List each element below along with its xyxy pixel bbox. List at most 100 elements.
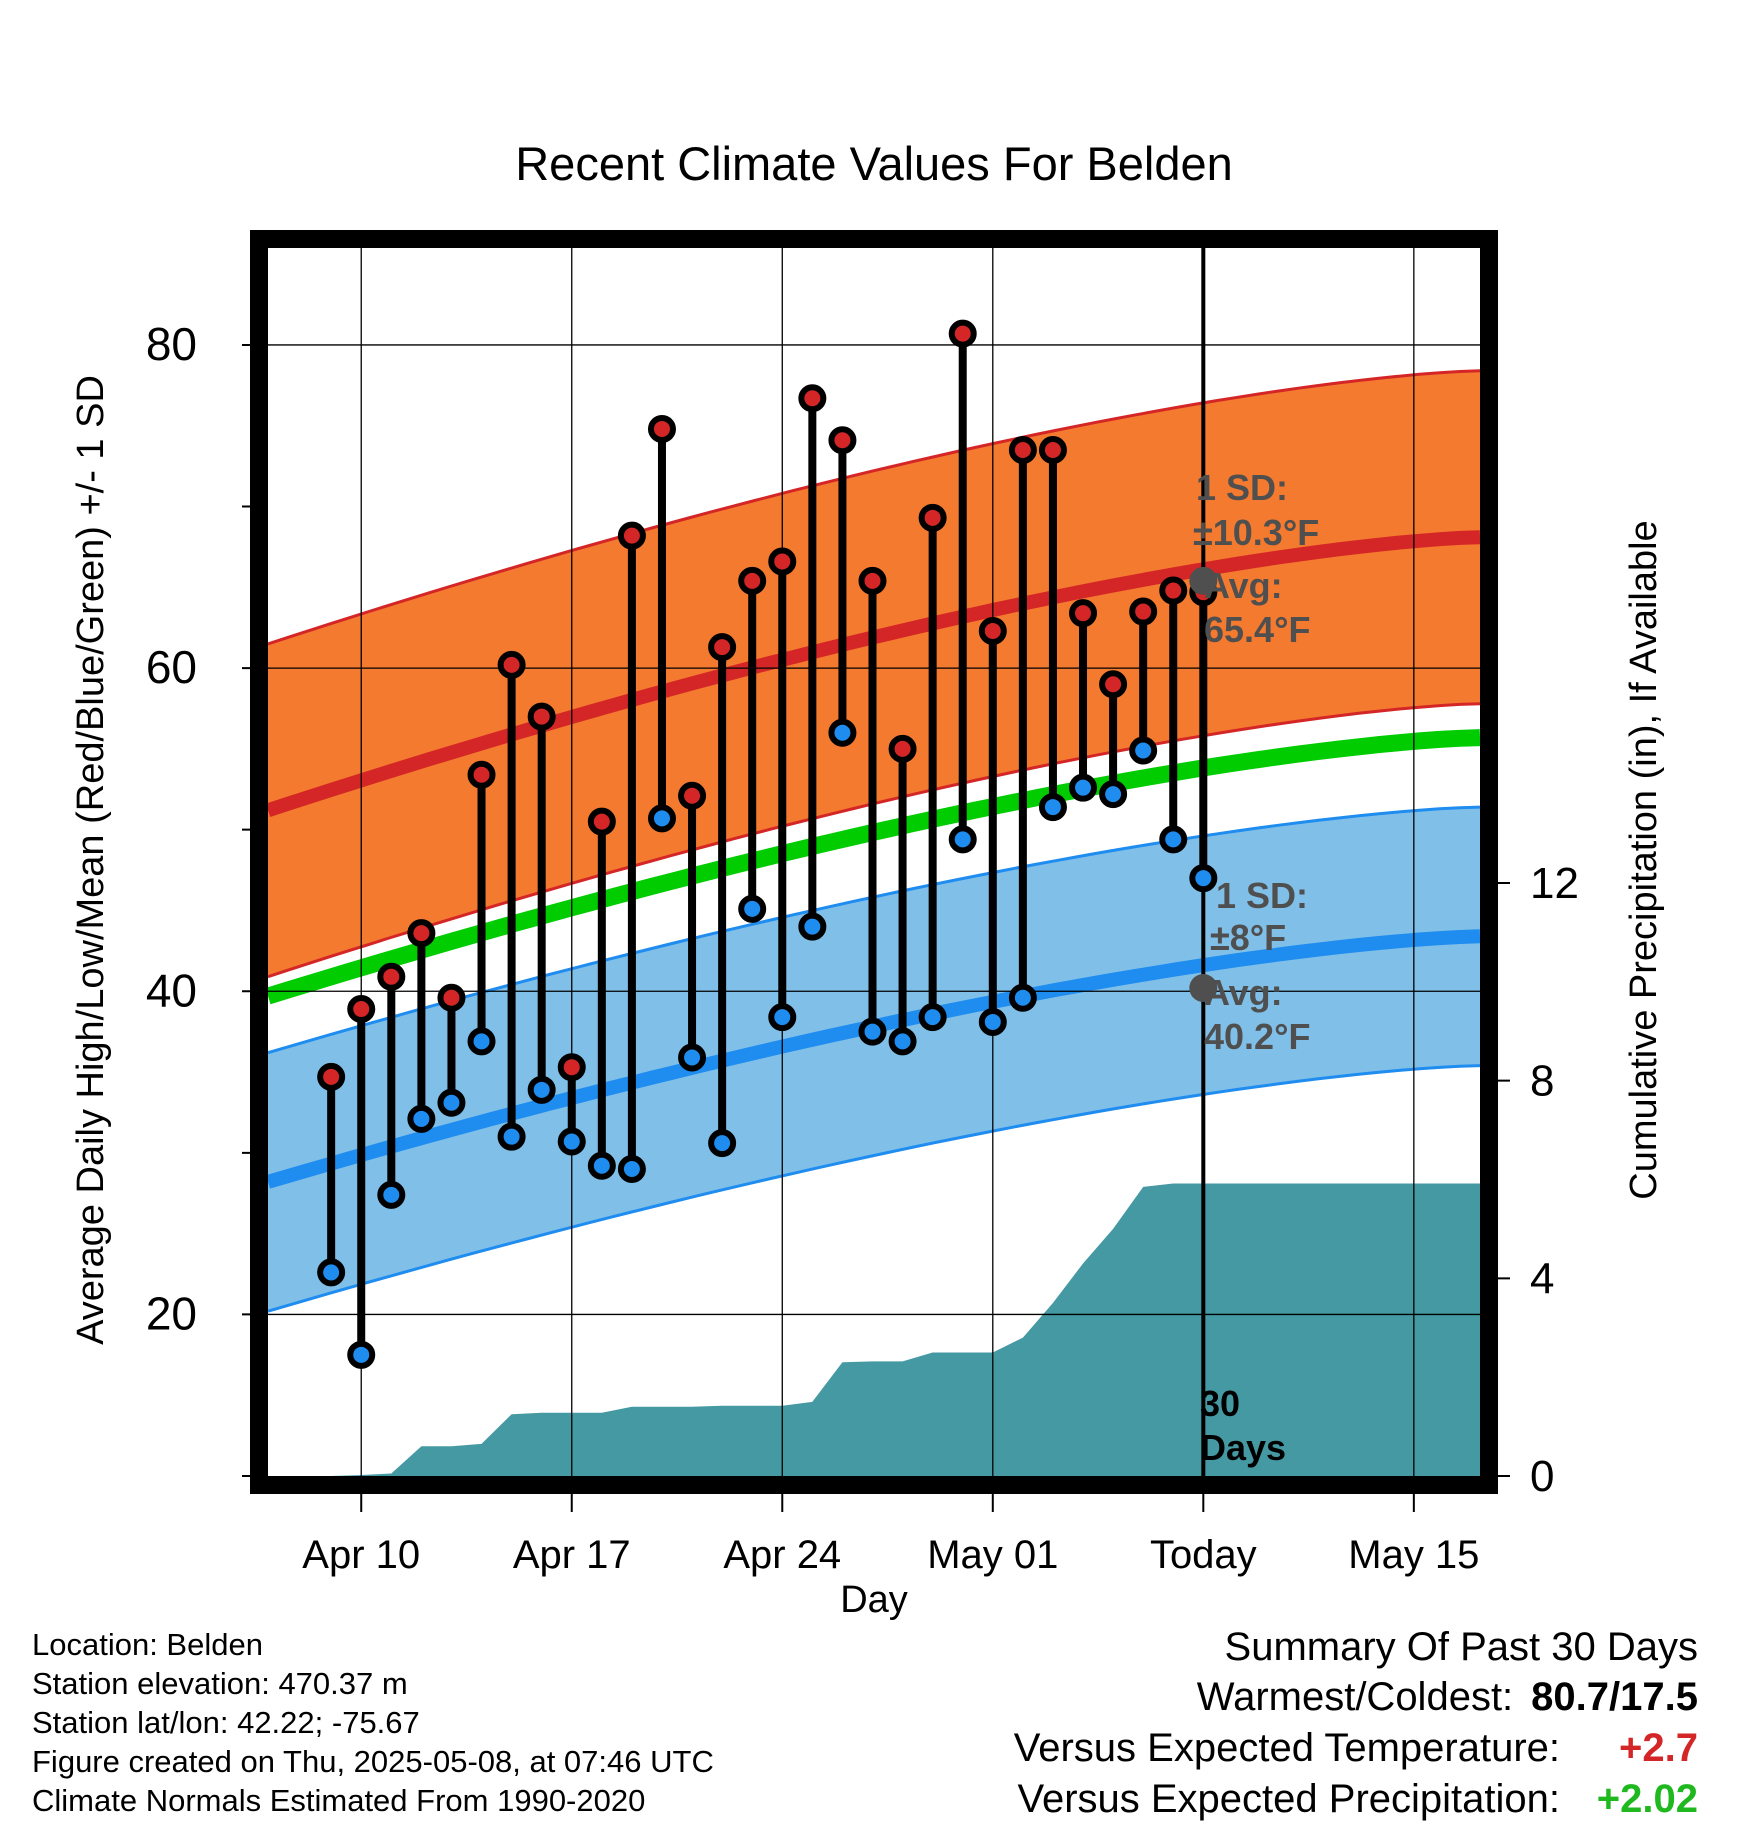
low-sd-label: 1 SD: (1216, 875, 1308, 916)
high-dot (798, 384, 827, 413)
precipitation-fill (268, 1183, 1480, 1476)
low-dot (708, 1129, 737, 1158)
x-tick-label: Today (1150, 1533, 1257, 1577)
x-tick-label: May 15 (1348, 1533, 1479, 1577)
warmest-coldest-value: 80.7/17.5 (1531, 1675, 1698, 1719)
summary-panel: Summary Of Past 30 Days Warmest/Coldest:… (1014, 1622, 1698, 1825)
low-normal-band (268, 807, 1480, 1312)
low-dot (1069, 773, 1098, 802)
high-dot (948, 319, 977, 348)
elevation-text: Station elevation: 470.37 m (32, 1666, 408, 1701)
low-dot (317, 1258, 346, 1287)
location-text: Location: Belden (32, 1627, 263, 1662)
high-dot (317, 1062, 346, 1091)
low-dot (377, 1180, 406, 1209)
high-dot (828, 426, 857, 455)
high-dot (738, 566, 767, 595)
precipitation-anomaly-value: +2.02 (1596, 1777, 1698, 1821)
high-dot (407, 919, 436, 948)
daily-range-stems (327, 333, 1208, 1355)
high-dot (768, 547, 797, 576)
high-dot (437, 983, 466, 1012)
station-info: Location: Belden Station elevation: 470.… (32, 1625, 714, 1820)
x-tick-label: Apr 24 (723, 1533, 841, 1577)
plot-frame (250, 230, 1498, 1494)
normals-text: Climate Normals Estimated From 1990-2020 (32, 1783, 646, 1818)
low-dot (678, 1043, 707, 1072)
chart-title: Recent Climate Values For Belden (515, 137, 1233, 190)
precipitation-area (268, 1183, 1480, 1476)
high-dot (467, 760, 496, 789)
days-word: Days (1200, 1427, 1286, 1468)
daily-dots (317, 319, 1218, 1369)
low-normal-band-lower-edge (267, 1064, 1481, 1313)
low-sd-value: ±8°F (1210, 917, 1286, 958)
high-dot (557, 1053, 586, 1082)
high-sd-value: ±10.3°F (1193, 512, 1319, 553)
y-tick-label: 40 (146, 964, 197, 1016)
high-sd-label: 1 SD: (1196, 467, 1288, 508)
low-dot (497, 1122, 526, 1151)
low-dot (768, 1003, 797, 1032)
low-dot (948, 825, 977, 854)
low-dot (828, 718, 857, 747)
x-tick-label: Apr 10 (302, 1533, 420, 1577)
today-high-average-marker (1189, 566, 1218, 595)
low-dot (1099, 780, 1128, 809)
y-axis-label-left: Average Daily High/Low/Mean (Red/Blue/Gr… (70, 375, 112, 1345)
low-dot (647, 804, 676, 833)
axes: Apr 10 Apr 17 Apr 24 May 01 Today May 1520406… (146, 230, 1579, 1577)
high-dot (497, 650, 526, 679)
low-dot (1189, 864, 1218, 893)
low-dot (557, 1127, 586, 1156)
y-axis-label-right: Cumulative Precipitation (in), If Availa… (1623, 520, 1665, 1199)
low-avg-value: 40.2°F (1204, 1016, 1310, 1057)
high-dot (918, 503, 947, 532)
low-dot (407, 1104, 436, 1133)
low-dot (1008, 983, 1037, 1012)
low-dot (617, 1155, 646, 1183)
low-dot (1159, 825, 1188, 854)
low-dot (978, 1007, 1007, 1036)
low-dot (437, 1088, 466, 1117)
temperature-anomaly-label: Versus Expected Temperature: (1013, 1726, 1560, 1770)
temperature-anomaly-value: +2.7 (1619, 1726, 1698, 1770)
high-dot (678, 781, 707, 810)
x-tick-label: Apr 17 (513, 1533, 631, 1577)
temperature-anomaly-row: Versus Expected Temperature: +2.7 (1014, 1723, 1698, 1774)
high-dot (888, 734, 917, 763)
low-dot (347, 1340, 376, 1369)
precipitation-anomaly-label: Versus Expected Precipitation: (1017, 1777, 1560, 1821)
latlon-text: Station lat/lon: 42.22; -75.67 (32, 1705, 420, 1740)
y-tick-label: 20 (146, 1287, 197, 1339)
days-count: 30 (1200, 1383, 1240, 1424)
high-dot (978, 616, 1007, 645)
low-dot (467, 1027, 496, 1056)
high-dot (708, 633, 737, 662)
high-normal-band-upper-edge (267, 369, 1481, 646)
low-dot (587, 1151, 616, 1180)
low-dot (738, 894, 767, 923)
summary-title: Summary Of Past 30 Days (1224, 1625, 1698, 1669)
high-avg-label: Avg: (1204, 565, 1283, 606)
high-dot (617, 521, 646, 550)
low-dot (918, 1003, 947, 1032)
high-dot (1038, 435, 1067, 464)
x-axis-label: Day (840, 1579, 908, 1620)
low-avg-label: Avg: (1204, 972, 1283, 1013)
high-dot (1099, 670, 1128, 699)
low-dot (798, 912, 827, 941)
created-text: Figure created on Thu, 2025-05-08, at 07… (32, 1744, 714, 1779)
low-dot (1129, 736, 1158, 765)
high-dot (347, 995, 376, 1024)
low-dot (858, 1017, 887, 1046)
x-tick-label: May 01 (927, 1533, 1058, 1577)
high-dot (527, 702, 556, 731)
y2-tick-label: 4 (1530, 1254, 1554, 1303)
warmest-coldest-row: Warmest/Coldest: 80.7/17.5 (1014, 1672, 1698, 1723)
high-dot (1159, 576, 1188, 605)
precipitation-anomaly-row: Versus Expected Precipitation: +2.02 (1014, 1774, 1698, 1825)
y2-tick-label: 0 (1530, 1452, 1554, 1501)
high-dot (1069, 599, 1098, 628)
